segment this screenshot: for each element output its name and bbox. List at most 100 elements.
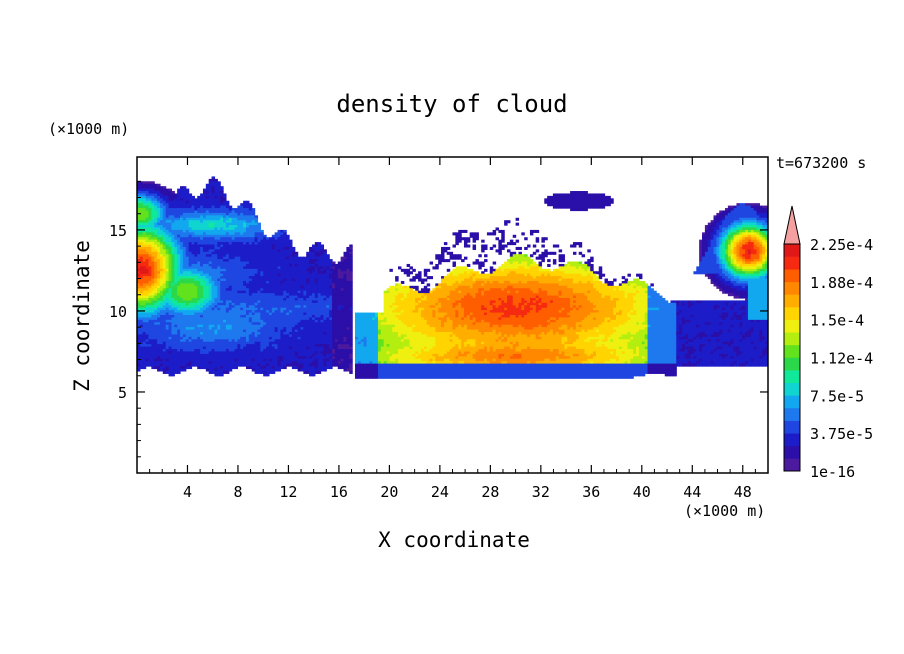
density-cell (214, 205, 218, 209)
density-cell (306, 268, 310, 272)
density-cell (228, 259, 233, 263)
density-cell (168, 293, 173, 297)
density-cell (208, 278, 213, 282)
density-cell (753, 244, 758, 248)
density-cell (188, 244, 193, 248)
density-cell (633, 280, 637, 284)
density-cell (194, 217, 198, 221)
density-cell (211, 234, 216, 238)
density-cell (200, 200, 204, 204)
density-cell (208, 212, 213, 216)
density-cell (171, 239, 175, 243)
density-cell (200, 256, 204, 260)
density-cell (177, 290, 181, 294)
density-cell (223, 208, 227, 212)
density-cell (225, 208, 230, 212)
density-cell (297, 285, 302, 289)
density-cell (607, 288, 611, 292)
density-cell (710, 232, 715, 236)
density-cell (177, 256, 181, 260)
density-cell (177, 246, 181, 250)
density-cell (435, 288, 439, 292)
density-cell (343, 283, 347, 287)
density-cell (730, 234, 735, 238)
density-cell (314, 244, 319, 248)
density-cell (231, 283, 236, 287)
density-cell (180, 212, 184, 216)
density-cell (349, 268, 353, 272)
density-cell (486, 276, 491, 280)
density-cell (202, 222, 207, 226)
density-cell (151, 237, 155, 241)
density-cell (753, 242, 758, 246)
density-cell (223, 193, 227, 197)
density-cell (524, 283, 528, 287)
density-cell (139, 195, 144, 199)
density-cell (472, 237, 477, 241)
density-cell (326, 263, 330, 267)
density-cell (180, 259, 184, 263)
density-cell (512, 242, 517, 246)
density-cell (142, 239, 147, 243)
density-cell (243, 276, 247, 280)
density-cell (306, 263, 310, 267)
density-cell (739, 254, 743, 258)
density-cell (727, 229, 732, 233)
density-cell (320, 244, 325, 248)
density-cell (750, 203, 755, 207)
density-cell (148, 198, 152, 202)
density-cell (165, 273, 170, 277)
density-cell (214, 198, 218, 202)
density-cell (168, 246, 173, 250)
density-cell (541, 278, 545, 282)
density-cell (165, 188, 170, 192)
density-cell (426, 290, 431, 294)
density-cell (314, 271, 319, 275)
density-cell (217, 212, 221, 216)
density-cell (598, 198, 603, 202)
density-cell (182, 256, 187, 260)
density-cell (527, 273, 531, 277)
density-cell (197, 232, 201, 236)
density-cell (280, 271, 284, 275)
density-cell (747, 203, 752, 207)
density-cell (736, 239, 740, 243)
density-cell (443, 259, 448, 263)
density-cell (561, 290, 565, 294)
density-cell (234, 263, 238, 267)
density-cell (286, 293, 290, 297)
density-cell (587, 276, 591, 280)
density-cell (340, 280, 345, 284)
density-cell (194, 285, 198, 289)
density-cell (174, 271, 178, 275)
density-cell (142, 261, 147, 265)
density-cell (593, 276, 597, 280)
density-cell (205, 251, 210, 255)
density-cell (234, 212, 238, 216)
density-cell (202, 208, 207, 212)
density-cell (730, 225, 735, 229)
density-cell (211, 195, 216, 199)
density-cell (162, 251, 167, 255)
density-cell (498, 290, 502, 294)
density-cell (202, 205, 207, 209)
density-cell (521, 271, 525, 275)
density-cell (217, 268, 221, 272)
density-cell (552, 278, 557, 282)
density-cell (274, 246, 279, 250)
density-cell (346, 263, 350, 267)
density-cell (733, 249, 738, 253)
density-cell (148, 271, 152, 275)
density-cell (489, 232, 494, 236)
density-cell (564, 283, 568, 287)
density-cell (237, 229, 241, 233)
density-cell (403, 285, 408, 289)
density-cell (208, 246, 213, 250)
density-cell (742, 290, 746, 294)
density-cell (578, 261, 583, 265)
density-cell (541, 239, 545, 243)
density-cell (736, 273, 740, 277)
density-cell (570, 198, 574, 202)
density-cell (593, 200, 597, 204)
density-cell (139, 227, 144, 231)
